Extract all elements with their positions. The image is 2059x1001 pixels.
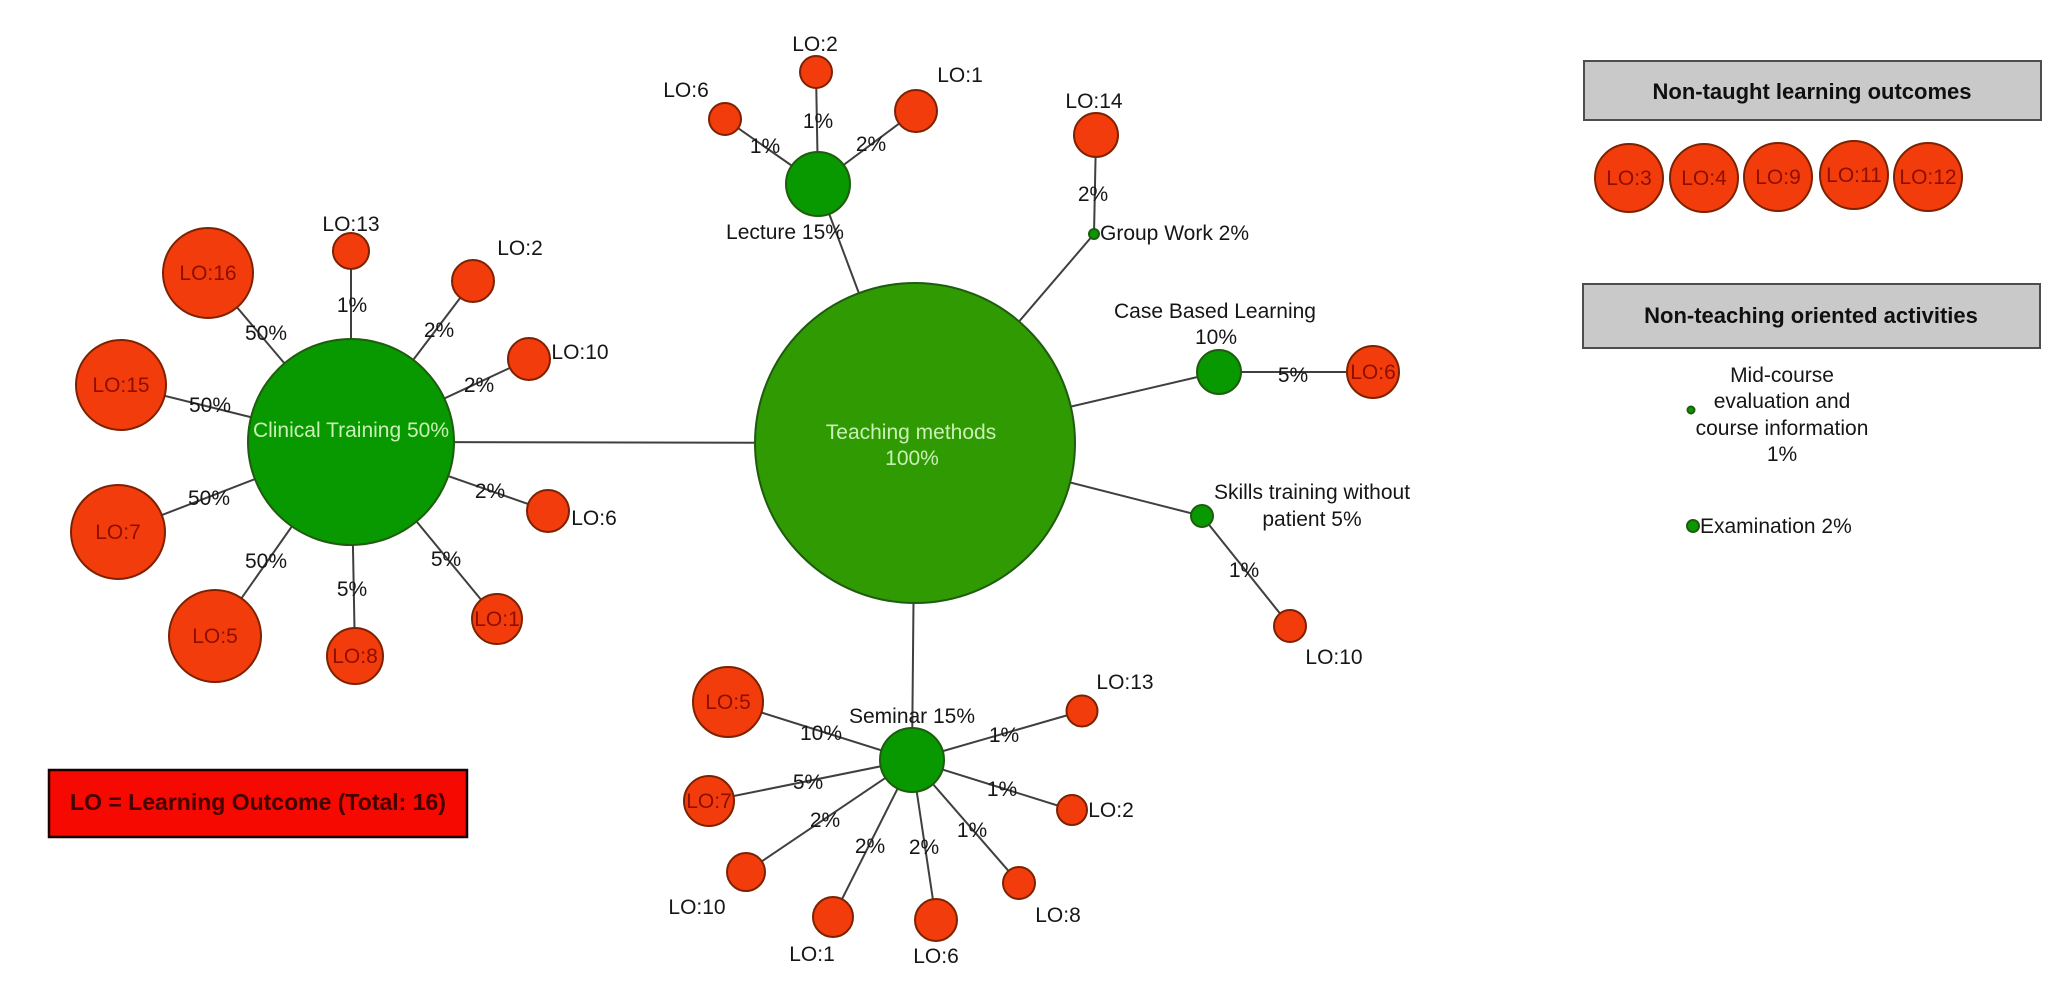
- svg-text:LO:9: LO:9: [1755, 166, 1801, 189]
- svg-text:5%: 5%: [337, 578, 367, 601]
- svg-text:LO:2: LO:2: [497, 237, 543, 260]
- svg-text:1%: 1%: [989, 724, 1019, 747]
- svg-text:2%: 2%: [855, 835, 885, 858]
- svg-text:1%: 1%: [337, 294, 367, 317]
- svg-text:LO:13: LO:13: [1096, 671, 1153, 694]
- svg-text:Seminar 15%: Seminar 15%: [849, 705, 975, 728]
- svg-text:LO:3: LO:3: [1606, 167, 1652, 190]
- svg-text:patient 5%: patient 5%: [1262, 508, 1361, 531]
- svg-text:10%: 10%: [800, 722, 842, 745]
- svg-text:LO:11: LO:11: [1826, 164, 1882, 187]
- svg-text:LO:6: LO:6: [571, 507, 617, 530]
- svg-text:Clinical Training 50%: Clinical Training 50%: [253, 419, 449, 442]
- svg-text:course information: course information: [1696, 417, 1869, 440]
- svg-text:LO:2: LO:2: [1088, 799, 1134, 822]
- svg-text:Skills training without: Skills training without: [1214, 481, 1410, 504]
- svg-text:50%: 50%: [245, 550, 287, 573]
- svg-text:Case Based Learning: Case Based Learning: [1114, 300, 1316, 323]
- svg-text:Non-taught learning outcomes: Non-taught learning outcomes: [1653, 79, 1972, 104]
- svg-text:LO:14: LO:14: [1065, 90, 1123, 113]
- svg-text:1%: 1%: [957, 819, 987, 842]
- svg-text:1%: 1%: [750, 135, 780, 158]
- svg-text:LO:13: LO:13: [322, 213, 379, 236]
- svg-text:5%: 5%: [793, 771, 823, 794]
- svg-text:Mid-course: Mid-course: [1730, 364, 1834, 387]
- svg-text:5%: 5%: [431, 548, 461, 571]
- svg-text:LO:12: LO:12: [1899, 166, 1956, 189]
- svg-text:1%: 1%: [987, 778, 1017, 801]
- svg-text:LO:1: LO:1: [474, 608, 520, 631]
- svg-text:LO:2: LO:2: [792, 33, 838, 56]
- svg-text:LO:1: LO:1: [789, 943, 835, 966]
- svg-text:LO:8: LO:8: [332, 645, 378, 668]
- svg-text:Group Work 2%: Group Work 2%: [1100, 222, 1249, 245]
- svg-text:1%: 1%: [803, 110, 833, 133]
- svg-text:100%: 100%: [885, 447, 939, 470]
- svg-text:5%: 5%: [1278, 364, 1308, 387]
- svg-text:Teaching methods: Teaching methods: [826, 421, 996, 444]
- svg-text:50%: 50%: [245, 322, 287, 345]
- svg-text:LO = Learning Outcome (Total:: LO = Learning Outcome (Total: 16): [70, 789, 446, 815]
- svg-text:Non-teaching oriented activiti: Non-teaching oriented activities: [1644, 303, 1978, 328]
- svg-text:LO:10: LO:10: [1305, 646, 1362, 669]
- svg-text:LO:7: LO:7: [686, 790, 732, 813]
- svg-text:Examination 2%: Examination 2%: [1700, 515, 1852, 538]
- svg-text:LO:8: LO:8: [1035, 904, 1081, 927]
- svg-text:2%: 2%: [810, 809, 840, 832]
- svg-text:Lecture 15%: Lecture 15%: [726, 221, 844, 244]
- svg-text:LO:16: LO:16: [179, 262, 236, 285]
- svg-text:LO:6: LO:6: [1350, 361, 1396, 384]
- svg-text:2%: 2%: [464, 374, 494, 397]
- svg-text:LO:7: LO:7: [95, 521, 141, 544]
- svg-text:1%: 1%: [1229, 559, 1259, 582]
- svg-text:LO:4: LO:4: [1681, 167, 1727, 190]
- svg-text:50%: 50%: [188, 487, 230, 510]
- svg-text:LO:15: LO:15: [92, 374, 149, 397]
- svg-text:LO:10: LO:10: [551, 341, 608, 364]
- svg-text:1%: 1%: [1767, 443, 1797, 466]
- svg-text:50%: 50%: [189, 394, 231, 417]
- svg-text:LO:6: LO:6: [663, 79, 709, 102]
- svg-text:LO:6: LO:6: [913, 945, 959, 968]
- svg-text:LO:1: LO:1: [937, 64, 983, 87]
- svg-text:evaluation and: evaluation and: [1714, 390, 1851, 413]
- svg-text:LO:5: LO:5: [705, 691, 751, 714]
- svg-text:2%: 2%: [1078, 183, 1108, 206]
- svg-text:2%: 2%: [909, 836, 939, 859]
- svg-text:2%: 2%: [424, 319, 454, 342]
- svg-text:LO:5: LO:5: [192, 625, 238, 648]
- svg-text:LO:10: LO:10: [668, 896, 725, 919]
- svg-text:10%: 10%: [1195, 326, 1237, 349]
- svg-text:2%: 2%: [475, 480, 505, 503]
- svg-text:2%: 2%: [856, 133, 886, 156]
